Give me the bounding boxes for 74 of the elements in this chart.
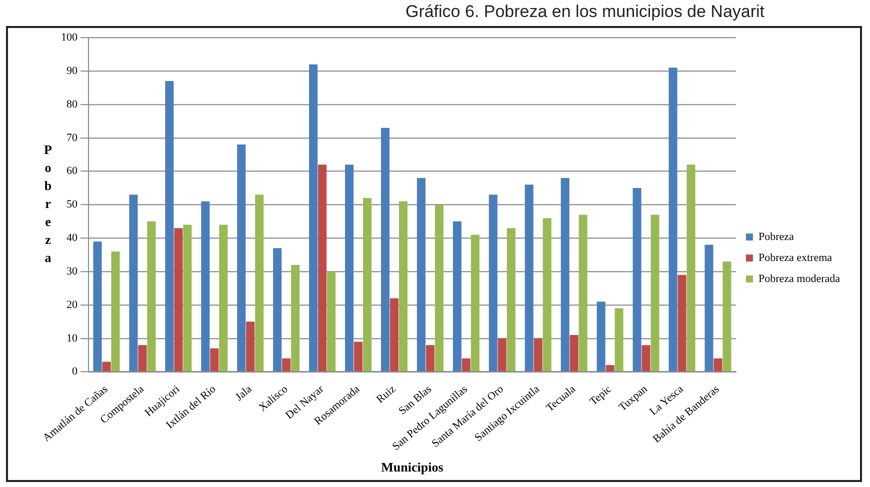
bar <box>650 214 660 372</box>
bar <box>291 264 300 372</box>
bar <box>606 365 614 372</box>
bar <box>614 308 624 372</box>
y-tick-label: 80 <box>66 98 78 110</box>
x-axis-title: Municipios <box>381 460 444 475</box>
bar <box>318 164 327 372</box>
y-tick-label: 0 <box>72 366 78 378</box>
bar <box>534 338 542 372</box>
y-tick-label: 50 <box>66 198 78 211</box>
bar <box>570 335 578 372</box>
bar <box>129 194 138 372</box>
bar <box>434 204 444 372</box>
y-tick-label: 20 <box>66 298 78 311</box>
bar <box>246 322 255 372</box>
bar <box>390 298 399 372</box>
y-tick-label: 30 <box>66 265 78 278</box>
bar <box>560 178 570 372</box>
bar <box>183 224 192 372</box>
y-tick-label: 100 <box>61 31 78 44</box>
bar <box>714 358 722 372</box>
bar <box>524 184 534 372</box>
bar <box>147 221 156 372</box>
legend-label: Pobreza moderada <box>758 272 840 285</box>
bar <box>380 128 390 372</box>
bar <box>470 234 480 372</box>
bar <box>282 358 291 372</box>
x-tick-label: Jala <box>233 383 254 404</box>
bar <box>704 244 714 372</box>
bar <box>596 302 606 372</box>
bar <box>722 262 732 372</box>
bar <box>111 251 120 372</box>
bar <box>138 345 147 372</box>
bar <box>93 241 102 372</box>
bar <box>345 164 354 372</box>
bar <box>578 214 588 372</box>
bar <box>686 164 696 372</box>
bar <box>174 228 183 372</box>
bar <box>165 81 174 372</box>
bar <box>452 221 462 372</box>
bar <box>498 338 506 372</box>
bar <box>237 144 246 372</box>
bar <box>362 198 372 372</box>
bar <box>398 201 408 372</box>
bar <box>255 194 264 372</box>
y-tick-label: 60 <box>66 165 78 178</box>
bar <box>309 64 318 372</box>
bar <box>210 348 219 372</box>
y-tick-label: 40 <box>66 232 78 244</box>
bar <box>327 272 336 372</box>
y-axis-title: Pobreza <box>44 142 52 266</box>
bar <box>632 188 642 372</box>
bar <box>668 68 678 372</box>
bar <box>416 178 426 372</box>
bar <box>201 201 210 372</box>
bar <box>426 345 434 372</box>
y-tick-label: 70 <box>66 132 78 144</box>
y-tick-label: 90 <box>66 64 78 77</box>
x-tick-label: Tepic <box>588 383 614 408</box>
chart-title: Gráfico 6. Pobreza en los municipios de Nayarit <box>404 2 766 23</box>
bar <box>273 248 282 372</box>
bar <box>354 342 363 372</box>
bar <box>219 224 228 372</box>
bar <box>542 218 552 372</box>
x-tick-label: Ruiz <box>374 383 398 406</box>
bar <box>642 345 650 372</box>
bar <box>506 228 516 372</box>
bar <box>488 194 498 372</box>
y-tick-label: 10 <box>66 332 78 344</box>
bar <box>102 362 111 372</box>
legend-label: Pobreza <box>758 230 794 243</box>
bar <box>462 358 470 372</box>
legend-label: Pobreza extrema <box>758 252 832 264</box>
bar <box>678 274 686 372</box>
